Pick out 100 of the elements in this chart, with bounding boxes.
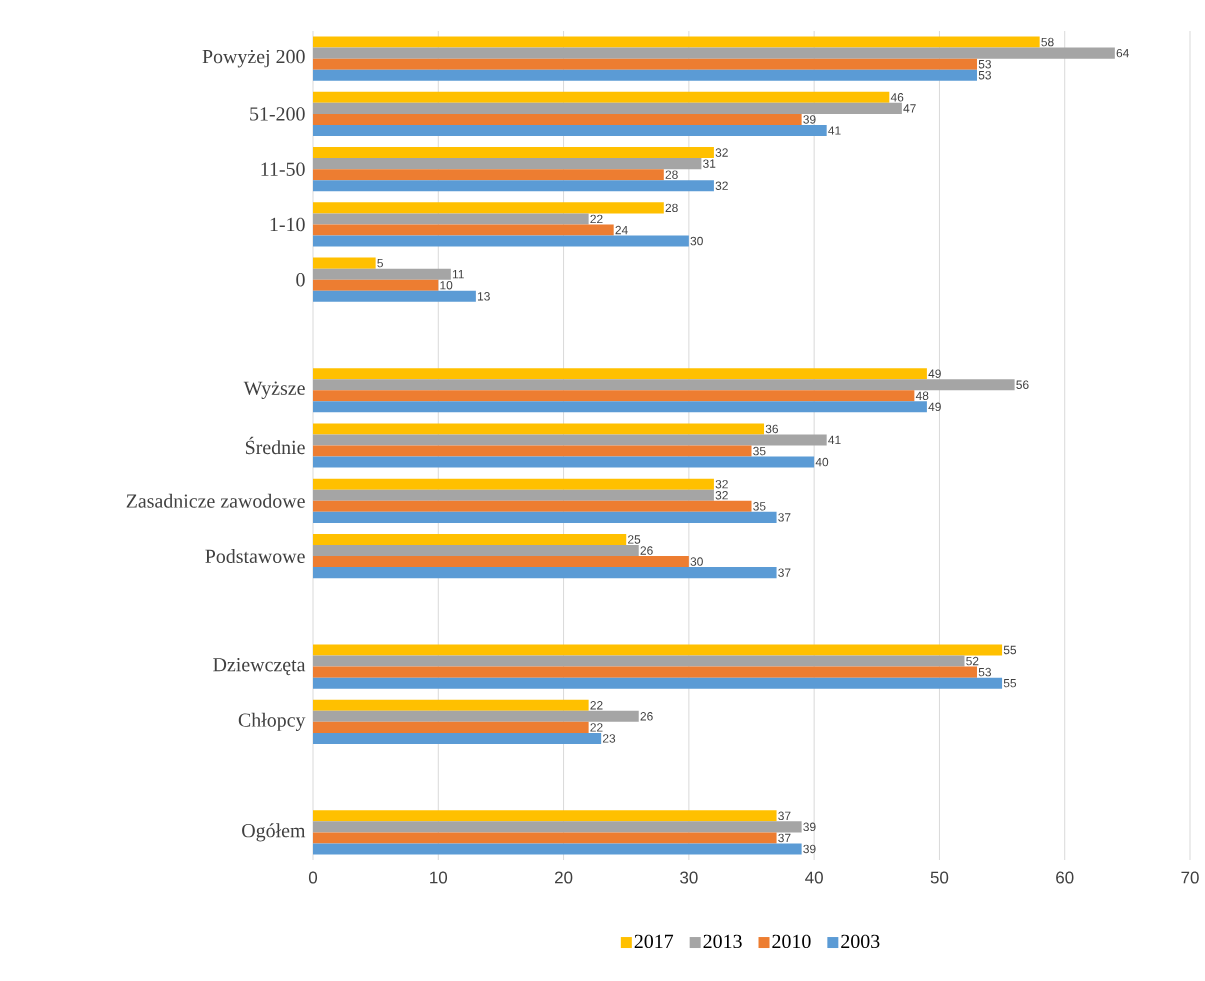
bar <box>313 268 451 280</box>
data-label: 35 <box>753 446 766 456</box>
bar <box>313 556 689 568</box>
data-label: 49 <box>928 369 941 378</box>
data-label: 13 <box>477 292 490 301</box>
bar <box>313 533 627 545</box>
data-label: 58 <box>1041 37 1054 47</box>
data-label: 41 <box>828 126 841 135</box>
bar <box>313 102 902 114</box>
x-tick-label: 30 <box>680 871 698 884</box>
data-label: 26 <box>640 712 653 721</box>
data-label: 5 <box>377 258 383 268</box>
data-label: 47 <box>903 104 916 113</box>
data-label: 32 <box>715 491 728 500</box>
y-tick-label: 11-50 <box>261 162 305 176</box>
data-label: 32 <box>715 479 728 489</box>
bar <box>313 434 827 446</box>
x-tick-label: 40 <box>805 871 823 884</box>
data-label: 37 <box>778 513 791 522</box>
bar <box>313 699 589 711</box>
bar <box>313 544 639 557</box>
y-tick-label: 0 <box>296 272 305 287</box>
y-tick-label: Chłopcy <box>238 712 306 731</box>
bar <box>313 235 689 247</box>
bar <box>313 147 714 159</box>
data-label: 37 <box>778 811 791 821</box>
bar <box>313 478 714 490</box>
bar <box>313 721 589 733</box>
bar <box>313 666 978 678</box>
data-label: 28 <box>665 203 678 213</box>
data-label: 48 <box>915 391 929 400</box>
x-tick-label: 0 <box>308 871 318 884</box>
data-label: 32 <box>715 148 728 157</box>
data-label: 37 <box>778 568 791 577</box>
bar <box>313 113 802 125</box>
bar <box>313 47 1115 59</box>
bar <box>313 257 376 269</box>
data-label: 37 <box>778 833 791 843</box>
y-tick-label: Średnie <box>245 436 305 455</box>
y-tick-label: 51-200 <box>250 107 305 121</box>
bar <box>313 821 802 833</box>
data-label: 52 <box>966 656 979 666</box>
bar <box>313 202 664 214</box>
bar <box>313 423 765 435</box>
data-label: 39 <box>803 844 816 854</box>
data-label: 26 <box>640 546 653 555</box>
bar <box>313 832 777 844</box>
data-label: 39 <box>803 822 816 832</box>
data-label: 56 <box>1016 380 1029 389</box>
bar <box>313 456 815 468</box>
data-label: 28 <box>665 170 678 179</box>
legend-label: 2010 <box>772 934 811 949</box>
data-label: 40 <box>815 457 829 467</box>
data-label: 22 <box>590 701 603 710</box>
bar <box>313 644 1003 656</box>
data-label: 53 <box>978 667 991 677</box>
y-tick-label: Ogółem <box>242 823 306 842</box>
data-label: 22 <box>590 214 603 224</box>
data-label: 23 <box>602 734 616 743</box>
data-label: 46 <box>890 93 904 102</box>
bar <box>313 401 927 413</box>
bar <box>313 224 614 236</box>
bar <box>313 732 602 744</box>
y-tick-label: 1-10 <box>270 217 305 232</box>
data-label: 22 <box>590 723 603 732</box>
legend-label: 2013 <box>703 934 742 949</box>
bar <box>313 810 777 822</box>
legend-label: 2017 <box>634 934 674 949</box>
data-label: 64 <box>1116 48 1129 58</box>
data-label: 24 <box>615 225 628 235</box>
data-label: 53 <box>978 59 991 69</box>
bar <box>313 655 965 667</box>
data-label: 39 <box>803 115 816 124</box>
bar <box>313 279 439 291</box>
bar <box>313 124 827 137</box>
bar <box>313 445 752 457</box>
bar <box>313 379 1015 391</box>
bar <box>313 69 978 81</box>
bar <box>313 158 702 170</box>
data-label: 10 <box>440 281 453 290</box>
bar <box>313 567 777 579</box>
bar <box>313 677 1003 689</box>
data-label: 49 <box>928 402 941 412</box>
bar <box>313 169 664 181</box>
x-tick-label: 60 <box>1056 871 1074 884</box>
bar <box>313 368 927 380</box>
data-label: 11 <box>452 270 464 279</box>
bar <box>313 390 915 402</box>
y-tick-label: Powyżej 200 <box>202 49 305 68</box>
bar <box>313 511 777 523</box>
bar <box>313 843 802 855</box>
data-label: 30 <box>690 557 703 566</box>
y-tick-label: Podstawowe <box>205 549 305 564</box>
data-label: 30 <box>690 236 703 246</box>
x-tick-label: 20 <box>555 871 573 884</box>
y-tick-label: Wyższe <box>243 381 305 399</box>
y-tick-label: Dziewczęta <box>213 658 306 676</box>
x-tick-label: 50 <box>930 871 949 884</box>
bar <box>313 180 714 192</box>
data-label: 36 <box>765 424 779 434</box>
